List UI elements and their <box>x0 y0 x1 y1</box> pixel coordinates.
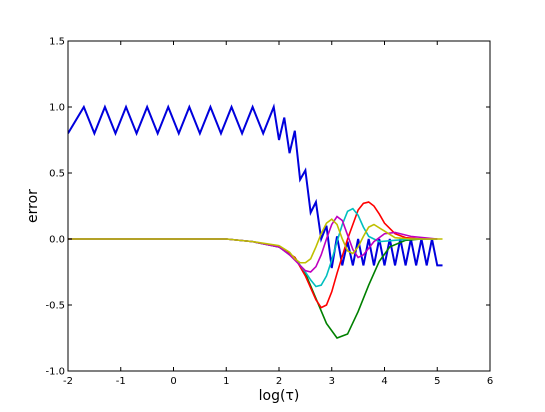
y-tick-label: 0.5 <box>49 169 65 180</box>
x-axis-label: log(τ) <box>259 388 300 404</box>
y-axis-label: error <box>25 189 41 223</box>
x-tick-label: -2 <box>63 376 73 387</box>
y-tick-label: 1.5 <box>49 37 65 48</box>
y-tick-label: -1.0 <box>45 367 65 378</box>
x-tick-label: 6 <box>487 376 493 387</box>
x-tick-label: 5 <box>434 376 440 387</box>
x-tick-label: 4 <box>381 376 387 387</box>
plot-frame <box>67 40 491 372</box>
x-tick-label: 0 <box>170 376 176 387</box>
y-tick-label: -0.5 <box>45 301 65 312</box>
series-line-6 <box>68 218 443 264</box>
x-tick-label: 3 <box>329 376 335 387</box>
series-line-1 <box>68 103 443 269</box>
y-tick-label: 0.0 <box>49 235 65 246</box>
series-line-5 <box>68 215 438 273</box>
x-tick-label: 2 <box>276 376 282 387</box>
x-tick-label: 1 <box>223 376 229 387</box>
series-layer <box>68 103 443 339</box>
y-tick-label: 1.0 <box>49 103 65 114</box>
tick-layer: -2 -1 0 1 2 3 4 5 6 -1.0 -0.5 0.0 0.5 1.0 1.5 <box>45 37 493 388</box>
x-tick-label: -1 <box>116 376 126 387</box>
